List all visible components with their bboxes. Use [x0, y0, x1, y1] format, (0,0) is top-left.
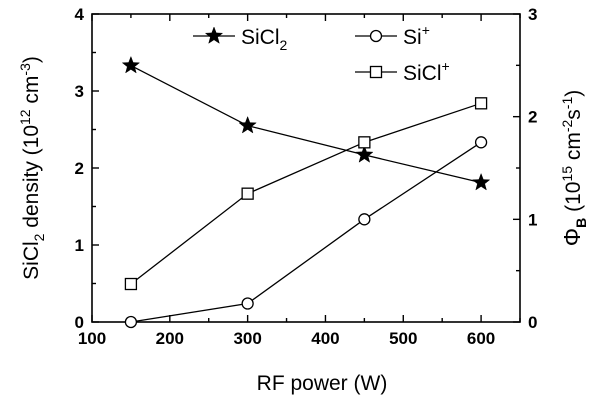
- legend-marker-sicl: [369, 65, 383, 79]
- data-point-sicl: [358, 136, 371, 149]
- y-left-title-main: SiCl: [20, 241, 43, 280]
- data-point-sicl2: [238, 115, 257, 134]
- data-point-sicl: [241, 187, 254, 200]
- y-axis-right-title: ΦB (1015 cm-2s-1): [559, 90, 589, 246]
- y-left-tick-label: 4: [75, 5, 85, 24]
- x-axis-title: RF power (W): [257, 372, 388, 395]
- x-tick-label: 100: [78, 329, 106, 348]
- legend-label-si: Si+: [403, 22, 430, 49]
- y-axis-left-title: SiCl2 density (1012 cm-3): [17, 56, 47, 280]
- series-line-si: [130, 141, 482, 323]
- legend-label-sicl: SiCl+: [403, 58, 450, 85]
- y-right-title-sub: B: [573, 218, 589, 228]
- y-left-title-sup2: -3: [17, 63, 33, 76]
- series-line-sicl: [130, 102, 482, 285]
- legend: SiCl2 Si+ SiCl+: [193, 22, 450, 85]
- data-point-si: [358, 213, 371, 226]
- data-point-si: [124, 315, 138, 329]
- axes-group: 100 200 300 400 500 600 0 1 2 3 4 0 1 2 3: [75, 5, 538, 348]
- x-tick-label: 200: [156, 329, 184, 348]
- data-point-si: [241, 297, 254, 310]
- y-right-title-main: Φ: [559, 228, 585, 246]
- y-right-title-rest: (10: [562, 182, 585, 218]
- y-right-tick-label: 2: [528, 108, 537, 127]
- x-tick-label: 500: [389, 329, 417, 348]
- data-point-sicl2: [355, 145, 374, 163]
- y-left-title-end: ): [20, 56, 43, 63]
- series-line-sicl2: [130, 65, 482, 184]
- legend-marker-si: [369, 29, 383, 43]
- data-point-sicl2: [121, 55, 141, 74]
- y-left-tick-label: 1: [75, 236, 84, 255]
- y-right-tick-label: 1: [528, 210, 537, 229]
- legend-marker-sicl2: [204, 26, 224, 44]
- y-right-title-end: ): [562, 90, 585, 97]
- legend-label-sicl2: SiCl2: [241, 26, 288, 53]
- series-group: [121, 55, 491, 329]
- y-right-title-sup2: -2: [559, 120, 575, 133]
- y-left-tick-label: 2: [75, 159, 84, 178]
- x-tick-label: 400: [311, 329, 339, 348]
- data-point-sicl: [124, 277, 138, 291]
- y-left-tick-label: 0: [75, 313, 84, 332]
- y-right-title-sup: 15: [559, 166, 575, 182]
- y-right-title-mid: s: [562, 109, 585, 120]
- y-left-title-rest: density (10: [20, 125, 43, 234]
- x-tick-label: 300: [233, 329, 261, 348]
- y-right-tick-label: 0: [528, 313, 537, 332]
- data-point-si: [474, 136, 488, 149]
- data-point-sicl2: [471, 172, 491, 191]
- y-left-title-tail: cm: [20, 76, 43, 110]
- x-tick-label: 600: [467, 329, 495, 348]
- y-right-title-tail: cm: [562, 132, 585, 166]
- y-right-title-sup3: -1: [559, 97, 575, 110]
- y-left-title-sup: 12: [17, 109, 33, 125]
- y-left-title-sub: 2: [31, 233, 47, 241]
- y-left-tick-label: 3: [75, 82, 84, 101]
- y-right-tick-label: 3: [528, 5, 537, 24]
- data-point-sicl: [474, 97, 488, 110]
